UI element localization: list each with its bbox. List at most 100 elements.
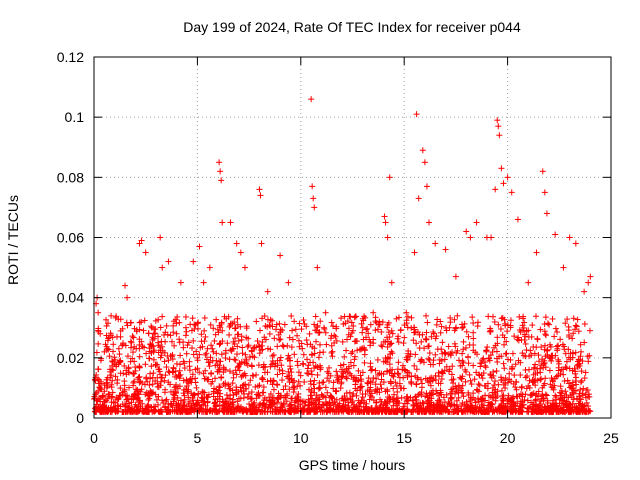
data-point (523, 347, 530, 354)
data-point (226, 356, 233, 363)
data-point (172, 373, 179, 380)
data-point (432, 335, 439, 342)
data-point (445, 343, 452, 350)
data-point (173, 402, 180, 409)
data-point (275, 390, 282, 397)
data-point (577, 379, 584, 386)
data-point (203, 350, 210, 357)
data-point (269, 394, 276, 401)
data-point (161, 358, 168, 365)
data-point (368, 393, 375, 400)
data-point (454, 347, 461, 354)
data-point (210, 325, 217, 332)
data-point (410, 406, 417, 413)
data-point (387, 395, 394, 402)
data-point (536, 358, 543, 365)
data-point (507, 356, 514, 363)
data-point (248, 347, 255, 354)
data-point (245, 342, 252, 349)
data-point (493, 368, 500, 375)
data-point (292, 408, 299, 415)
data-point (201, 314, 208, 321)
data-point (364, 325, 371, 332)
data-point (104, 374, 111, 381)
data-point (299, 345, 306, 352)
data-point (245, 381, 252, 388)
data-point (534, 336, 541, 343)
data-point (211, 385, 218, 392)
data-point (556, 400, 563, 407)
data-point (439, 408, 446, 415)
data-point (524, 405, 531, 412)
data-point (542, 314, 549, 321)
data-point (470, 329, 477, 336)
data-point (484, 344, 491, 351)
data-point (534, 365, 541, 372)
data-point (532, 361, 539, 368)
data-point (493, 348, 500, 355)
data-point (403, 309, 410, 316)
data-point (505, 392, 512, 399)
data-point (314, 371, 321, 378)
data-point (532, 397, 539, 404)
data-point (426, 343, 433, 350)
data-point (203, 356, 210, 363)
data-point (147, 387, 154, 394)
data-point (207, 321, 214, 328)
data-point (503, 350, 510, 357)
data-point (198, 331, 205, 338)
data-point (237, 249, 244, 256)
data-point (548, 358, 555, 365)
data-point (585, 279, 592, 286)
data-point (208, 342, 215, 349)
data-point (125, 384, 132, 391)
data-point (498, 165, 505, 172)
data-point (538, 375, 545, 382)
data-point (509, 395, 516, 402)
data-point (577, 341, 584, 348)
data-point (176, 367, 183, 374)
data-point (532, 403, 539, 410)
data-point (329, 353, 336, 360)
data-point (439, 350, 446, 357)
data-point (201, 327, 208, 334)
data-point (248, 395, 255, 402)
data-point (560, 264, 567, 271)
data-point (498, 400, 505, 407)
data-point (117, 333, 124, 340)
data-point (584, 353, 591, 360)
data-point (225, 395, 232, 402)
data-point (239, 344, 246, 351)
data-point (499, 332, 506, 339)
data-point (442, 324, 449, 331)
data-point (168, 401, 175, 408)
data-point (239, 350, 246, 357)
data-point (531, 350, 538, 357)
data-point (328, 332, 335, 339)
data-point (298, 326, 305, 333)
data-point (560, 371, 567, 378)
data-point (376, 321, 383, 328)
data-point (494, 340, 501, 347)
data-point (249, 372, 256, 379)
data-point (225, 408, 232, 415)
data-point (574, 316, 581, 323)
data-point (413, 403, 420, 410)
data-point (488, 234, 495, 241)
data-point (346, 389, 353, 396)
data-point (577, 353, 584, 360)
data-point (370, 375, 377, 382)
data-point (280, 386, 287, 393)
data-point (408, 314, 415, 321)
data-point (109, 362, 116, 369)
data-point (511, 333, 518, 340)
data-point (319, 379, 326, 386)
data-point (408, 373, 415, 380)
data-point (422, 335, 429, 342)
data-point (104, 379, 111, 386)
data-point (468, 381, 475, 388)
data-point (193, 348, 200, 355)
data-point (141, 408, 148, 415)
data-point (116, 351, 123, 358)
data-point (167, 332, 174, 339)
